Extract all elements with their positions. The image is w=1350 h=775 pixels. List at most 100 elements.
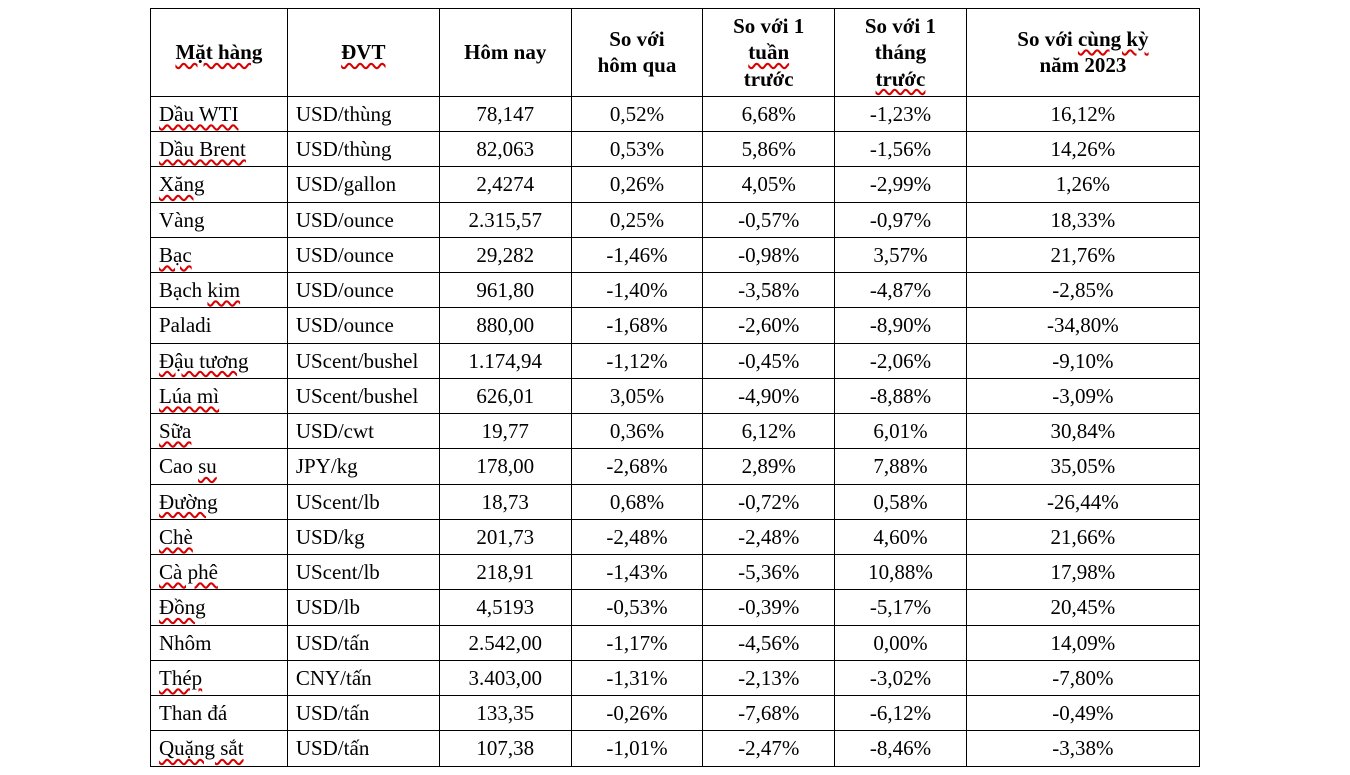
col-header-month: So với 1thángtrước (835, 9, 967, 97)
cell-d1: 0,52% (571, 96, 703, 131)
cell-dy: 14,09% (966, 625, 1199, 660)
col-header-yesterday: So vớihôm qua (571, 9, 703, 97)
cell-d1: -1,17% (571, 625, 703, 660)
cell-d30: 3,57% (835, 237, 967, 272)
cell-d7: -3,58% (703, 273, 835, 308)
cell-item: Quặng sắt (151, 731, 288, 766)
cell-d1: 3,05% (571, 378, 703, 413)
cell-d1: 0,53% (571, 132, 703, 167)
cell-item: Chè (151, 519, 288, 554)
cell-item-wavy: Cà phê (159, 560, 218, 584)
cell-d30: -5,17% (835, 590, 967, 625)
table-row: Quặng sắtUSD/tấn107,38-1,01%-2,47%-8,46%… (151, 731, 1200, 766)
cell-d30: -8,88% (835, 378, 967, 413)
cell-dy: 1,26% (966, 167, 1199, 202)
cell-today: 201,73 (439, 519, 571, 554)
cell-unit: USD/thùng (287, 96, 439, 131)
cell-item: Đường (151, 484, 288, 519)
cell-item: Dầu WTI (151, 96, 288, 131)
cell-today: 78,147 (439, 96, 571, 131)
cell-d1: 0,36% (571, 414, 703, 449)
cell-item-wavy: Sữa (159, 419, 191, 443)
cell-dy: -34,80% (966, 308, 1199, 343)
cell-d1: -1,12% (571, 343, 703, 378)
cell-dy: 20,45% (966, 590, 1199, 625)
cell-item: Than đá (151, 696, 288, 731)
table-row: ĐồngUSD/lb4,5193-0,53%-0,39%-5,17%20,45% (151, 590, 1200, 625)
cell-d1: -1,40% (571, 273, 703, 308)
cell-d7: 4,05% (703, 167, 835, 202)
cell-d30: -0,97% (835, 202, 967, 237)
cell-dy: 18,33% (966, 202, 1199, 237)
cell-d7: -4,90% (703, 378, 835, 413)
table-row: Than đáUSD/tấn133,35-0,26%-7,68%-6,12%-0… (151, 696, 1200, 731)
cell-today: 3.403,00 (439, 660, 571, 695)
cell-d7: -7,68% (703, 696, 835, 731)
table-row: Cao suJPY/kg178,00-2,68%2,89%7,88%35,05% (151, 449, 1200, 484)
col-header-month-before: So với 1tháng (865, 14, 936, 64)
cell-d1: 0,25% (571, 202, 703, 237)
cell-d1: 0,26% (571, 167, 703, 202)
cell-dy: -26,44% (966, 484, 1199, 519)
cell-item-wavy: Bạc (159, 243, 192, 267)
cell-item-wavy: Đường (159, 490, 218, 514)
cell-item: Nhôm (151, 625, 288, 660)
cell-d30: -6,12% (835, 696, 967, 731)
cell-d1: -0,26% (571, 696, 703, 731)
col-header-year-before: So với (1017, 27, 1078, 51)
cell-d7: -2,60% (703, 308, 835, 343)
table-row: Đậu tươngUScent/bushel1.174,94-1,12%-0,4… (151, 343, 1200, 378)
cell-today: 107,38 (439, 731, 571, 766)
cell-dy: 35,05% (966, 449, 1199, 484)
cell-unit: CNY/tấn (287, 660, 439, 695)
cell-d30: 6,01% (835, 414, 967, 449)
cell-d7: -0,45% (703, 343, 835, 378)
cell-today: 18,73 (439, 484, 571, 519)
cell-d7: -0,39% (703, 590, 835, 625)
cell-d7: -5,36% (703, 555, 835, 590)
cell-d7: -0,57% (703, 202, 835, 237)
table-row: ĐườngUScent/lb18,730,68%-0,72%0,58%-26,4… (151, 484, 1200, 519)
table-row: Lúa mìUScent/bushel626,013,05%-4,90%-8,8… (151, 378, 1200, 413)
col-header-unit: ĐVT (287, 9, 439, 97)
col-header-week-wavy: tuần (748, 40, 789, 64)
col-header-week-before: So với 1 (733, 14, 804, 38)
cell-today: 178,00 (439, 449, 571, 484)
cell-item: Cà phê (151, 555, 288, 590)
cell-unit: USD/lb (287, 590, 439, 625)
cell-unit: USD/ounce (287, 273, 439, 308)
cell-dy: 14,26% (966, 132, 1199, 167)
col-header-year-after: năm 2023 (1039, 53, 1126, 77)
cell-today: 19,77 (439, 414, 571, 449)
cell-d7: -4,56% (703, 625, 835, 660)
cell-today: 29,282 (439, 237, 571, 272)
cell-item-wavy: Dầu Brent (159, 137, 246, 161)
cell-unit: USD/ounce (287, 237, 439, 272)
cell-d30: -8,90% (835, 308, 967, 343)
cell-dy: -7,80% (966, 660, 1199, 695)
cell-item-wavy: su (198, 454, 217, 478)
cell-unit: UScent/lb (287, 555, 439, 590)
cell-dy: -0,49% (966, 696, 1199, 731)
cell-unit: USD/cwt (287, 414, 439, 449)
cell-d7: -0,98% (703, 237, 835, 272)
cell-dy: 21,76% (966, 237, 1199, 272)
cell-item: Xăng (151, 167, 288, 202)
cell-d30: 7,88% (835, 449, 967, 484)
cell-item-wavy: Đồng (159, 595, 206, 619)
cell-item-wavy: Xăng (159, 172, 205, 196)
cell-today: 2.542,00 (439, 625, 571, 660)
cell-d30: -8,46% (835, 731, 967, 766)
cell-unit: USD/ounce (287, 202, 439, 237)
col-header-year-wavy: cùng kỳ (1078, 27, 1149, 51)
cell-item-plain: Paladi (159, 313, 212, 337)
commodity-table: Mặt hàng ĐVT Hôm nay So vớihôm qua So vớ… (150, 8, 1200, 767)
cell-d1: -2,48% (571, 519, 703, 554)
table-row: SữaUSD/cwt19,770,36%6,12%6,01%30,84% (151, 414, 1200, 449)
cell-d30: 4,60% (835, 519, 967, 554)
cell-d30: -2,99% (835, 167, 967, 202)
cell-d30: -3,02% (835, 660, 967, 695)
cell-d1: -1,68% (571, 308, 703, 343)
col-header-item: Mặt hàng (151, 9, 288, 97)
col-header-today-text: Hôm nay (464, 40, 546, 64)
